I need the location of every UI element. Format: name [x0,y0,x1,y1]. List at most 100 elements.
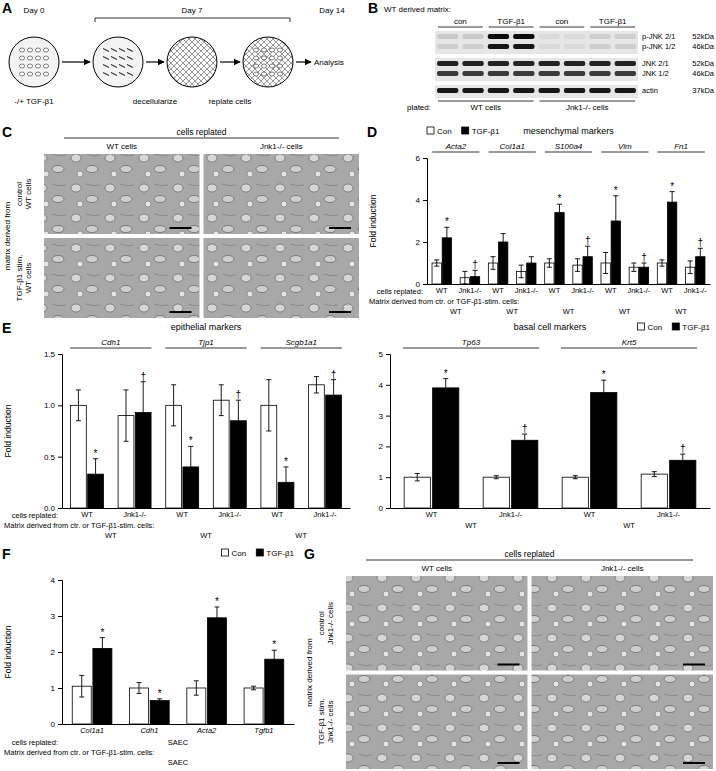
significance-mark: * [284,456,288,467]
header-line [64,138,339,139]
cell-shape [35,48,40,52]
y-tick-mark [386,385,390,386]
cell-shape [127,65,133,68]
day-label: Day 0 [24,6,45,15]
scale-bar [683,664,705,666]
error-bar [522,434,527,446]
significance-mark: * [602,369,606,380]
error-bar [443,379,448,397]
band [564,88,585,93]
y-tick-mark [386,508,390,509]
y-tick-label: 2 [51,648,56,657]
panel-letter: G [304,546,315,562]
condition-label: TGF-β1 [599,17,627,26]
error-bar [214,607,219,629]
bar [667,202,676,284]
band [615,88,636,93]
treatment-label: -/+ TGF-β1 [14,97,54,106]
panel-letter: F [2,546,11,562]
significance-mark: † [698,237,704,248]
micrograph [204,238,360,318]
cell-shape [111,73,117,76]
error-bar [444,227,449,248]
cell-shape [277,72,282,76]
error-bar [283,467,288,498]
y-axis: 012345 [379,350,391,513]
y-tick-mark [386,446,390,447]
panel-letter: D [367,124,377,140]
error-bar [157,699,162,703]
cell-shape [277,48,282,52]
bar [93,648,112,724]
cells-label: cells replated: [377,287,423,296]
cells-label: cells replated: [12,738,58,747]
plated-line [438,101,534,102]
panel-letter: C [2,124,12,140]
significance-mark: * [445,216,449,227]
y-tick-mark [423,284,427,285]
row-label: TGF-β1 stim. [317,698,326,745]
bar [265,659,284,724]
band [564,34,585,39]
micrograph [204,154,360,234]
kda-label: 52kDa [692,32,715,41]
side-label: matrix derived from [3,201,12,270]
error-bar [494,476,499,479]
significance-mark: * [215,596,219,607]
band [462,44,483,49]
y-tick-mark [386,477,390,478]
y-tick-mark [423,200,427,201]
significance-mark: † [522,423,528,434]
y-axis-line [58,355,63,509]
x-tick: Jnk1-/- [314,508,337,519]
error-bar [137,683,142,694]
x-tick: WT [549,284,561,295]
cell-shape [19,48,24,52]
row-label: WT cells [24,263,33,294]
chart-panel: F01234Col1a1Cdh1Acta2Tgfb1****ConTGF-β1F… [2,546,295,767]
x-axis-line [63,508,351,509]
chart-title: epithelial markers [171,322,242,332]
error-bar [613,196,618,246]
dish-outline [9,37,59,87]
cell-shape [35,56,40,60]
y-tick: 1 [379,473,390,482]
condition-label: con [555,17,568,26]
bar [483,477,509,508]
band [589,44,610,49]
matrix-value: WT [563,307,575,316]
x-tick-label: Cdh1 [140,726,158,735]
x-tick: Jnk1-/- [458,284,481,295]
scale-bar [329,311,351,313]
condition-line [590,27,635,28]
row-label: control [317,611,326,635]
cell-shape [43,64,48,68]
cell-shape [103,73,109,76]
y-tick: 5 [379,350,390,359]
header: cells replated [504,549,554,559]
band [564,44,585,49]
x-axis-line [391,508,711,509]
group-line [261,348,342,349]
cell-shape [103,65,109,68]
y-axis-title: Fold induction [368,194,378,247]
y-tick-label: 3 [51,612,56,621]
plated-value: Jnk1-/- cells [566,103,609,112]
y-tick-label: 1 [379,473,384,482]
error-bar [698,248,703,265]
band [513,61,534,66]
error-bar [415,474,420,481]
x-tick-label: Jnk1-/- [657,510,680,519]
cell-shape [277,64,282,68]
matrix-value: WT [200,531,212,540]
chart-panel: E0.00.51.01.5WTJnk1-/-WTJnk1-/-WTJnk1-/-… [2,320,351,540]
chart-title: mesenchymal markers [523,126,614,136]
micrograph [346,576,528,671]
kda-label: 46kDa [692,42,715,51]
cells-value: SAEC [168,738,189,747]
x-tick-label: WT [436,286,448,295]
error-bar [575,259,580,272]
x-tick-label: Jnk1-/- [515,286,538,295]
matrix-value: WT [675,307,687,316]
y-tick-label: 1 [51,684,56,693]
